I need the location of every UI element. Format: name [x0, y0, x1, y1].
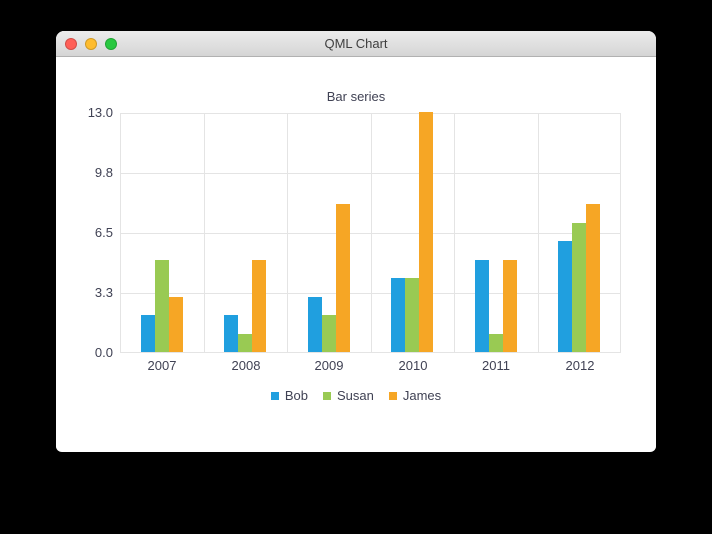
legend-label: Susan — [336, 388, 374, 403]
legend-label: Bob — [284, 388, 308, 403]
legend: Bob Susan James — [56, 388, 656, 403]
bar-bob-2010 — [391, 278, 405, 352]
bar-susan-2009 — [322, 315, 336, 352]
gridline-vertical — [120, 113, 121, 353]
bar-bob-2009 — [308, 297, 322, 352]
bar-susan-2010 — [405, 278, 419, 352]
minimize-button[interactable] — [85, 38, 97, 50]
titlebar[interactable]: QML Chart — [56, 31, 656, 57]
gridline-vertical — [454, 113, 455, 353]
legend-swatch-icon — [388, 391, 397, 400]
gridline-vertical — [204, 113, 205, 353]
gridline-horizontal — [120, 352, 621, 353]
y-axis-label: 13.0 — [87, 105, 113, 120]
bar-susan-2012 — [572, 223, 586, 352]
gridline-horizontal — [120, 173, 621, 174]
gridline-horizontal — [120, 233, 621, 234]
legend-swatch-icon — [270, 391, 279, 400]
y-axis-label: 6.5 — [94, 225, 113, 240]
x-axis-label-2012: 2012 — [565, 358, 595, 373]
gridline-vertical — [371, 113, 372, 353]
y-axis-label: 0.0 — [94, 345, 113, 360]
bar-james-2008 — [252, 260, 266, 352]
bar-james-2011 — [503, 260, 517, 352]
gridline-vertical — [620, 113, 621, 353]
bar-james-2012 — [586, 204, 600, 352]
bar-bob-2008 — [224, 315, 238, 352]
legend-item-james: James — [388, 388, 442, 403]
x-axis-label-2010: 2010 — [398, 358, 428, 373]
gridline-vertical — [287, 113, 288, 353]
bar-james-2009 — [336, 204, 350, 352]
x-axis-label-2011: 2011 — [482, 358, 510, 373]
bar-bob-2007 — [141, 315, 155, 352]
chart-area: Bar series 13.0 9.8 6.5 3.3 0.0 2007 2008 2009… — [56, 57, 656, 451]
zoom-button[interactable] — [105, 38, 117, 50]
y-axis-label: 3.3 — [94, 285, 113, 300]
bar-susan-2007 — [155, 260, 169, 352]
legend-item-bob: Bob — [270, 388, 308, 403]
gridline-horizontal — [120, 293, 621, 294]
window-title: QML Chart — [324, 36, 388, 51]
plot-area — [120, 112, 621, 353]
x-axis-label-2008: 2008 — [231, 358, 261, 373]
bar-bob-2012 — [558, 241, 572, 352]
y-axis-label: 9.8 — [94, 165, 113, 180]
bar-james-2007 — [169, 297, 183, 352]
gridline-vertical — [538, 113, 539, 353]
bar-bob-2011 — [475, 260, 489, 352]
x-axis-label-2007: 2007 — [147, 358, 177, 373]
x-axis-label-2009: 2009 — [314, 358, 344, 373]
bar-susan-2011 — [489, 334, 503, 352]
window-controls — [65, 38, 117, 50]
legend-label: James — [402, 388, 442, 403]
window: QML Chart Bar series 13.0 9.8 6.5 3.3 0.0 20… — [56, 31, 656, 452]
bar-james-2010 — [419, 112, 433, 352]
chart-title: Bar series — [326, 89, 386, 104]
legend-item-susan: Susan — [322, 388, 374, 403]
close-button[interactable] — [65, 38, 77, 50]
bar-susan-2008 — [238, 334, 252, 352]
legend-swatch-icon — [322, 391, 331, 400]
gridline-horizontal — [120, 113, 621, 114]
